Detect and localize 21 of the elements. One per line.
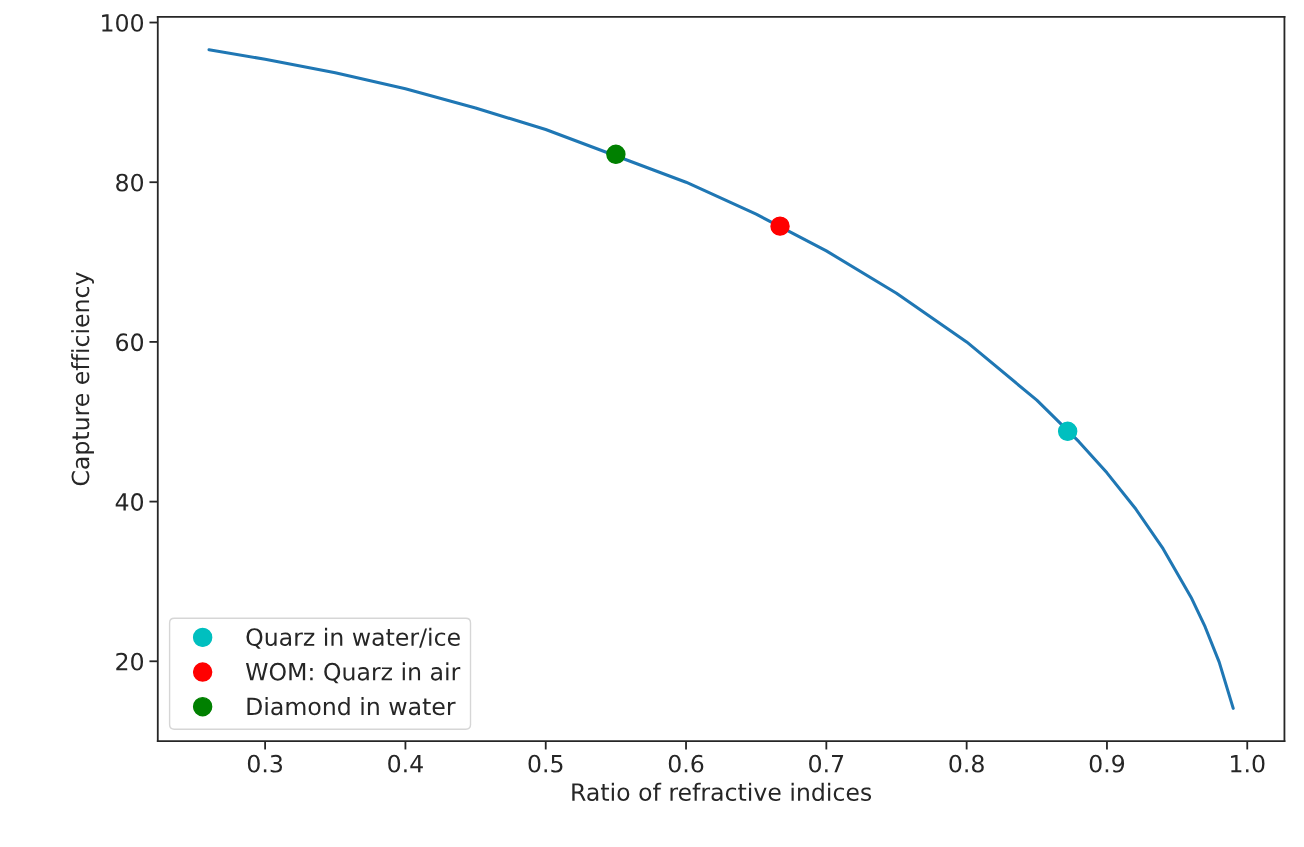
x-tick-label: 0.9 [1089, 754, 1125, 773]
y-tick-label: 100 [102, 13, 144, 32]
legend-label: Diamond in water [247, 697, 456, 716]
y-axis-title: Capture efficiency [71, 272, 94, 486]
y-tick-label: 80 [116, 173, 144, 192]
x-axis-title: Ratio of refractive indices [572, 782, 872, 801]
y-tick-label: 20 [116, 652, 144, 671]
x-tick-label: 0.6 [668, 754, 704, 773]
x-tick-label: 1.0 [1231, 754, 1265, 773]
x-tick-label: 0.3 [247, 754, 282, 773]
x-tick-label: 0.4 [388, 754, 423, 773]
y-tick-label: 60 [116, 333, 144, 352]
x-tick-label: 0.5 [528, 754, 563, 773]
point [606, 144, 626, 164]
legend-label: Quarz in water/ice [246, 627, 460, 649]
x-tick-label: 0.7 [809, 754, 844, 773]
point [1057, 421, 1078, 442]
legend-label: WOM: Quarz in air [245, 662, 461, 684]
y-tick-label: 40 [115, 493, 144, 511]
point [770, 216, 790, 236]
x-tick-label: 0.8 [949, 754, 984, 773]
